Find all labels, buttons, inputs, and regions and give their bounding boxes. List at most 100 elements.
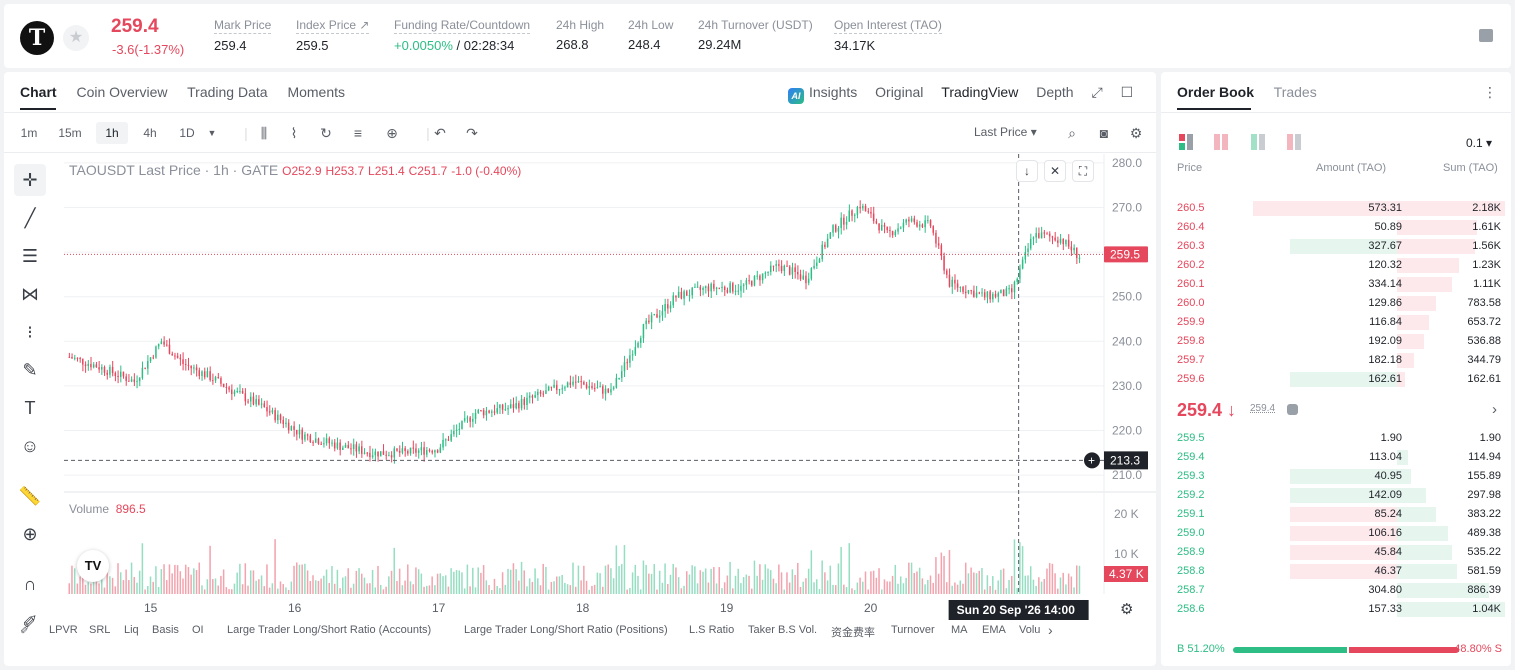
arrow-down-icon[interactable]: ↓ bbox=[1016, 160, 1038, 182]
fib-icon[interactable]: ⁝ bbox=[27, 322, 33, 342]
favorite-star-icon[interactable]: ★ bbox=[63, 25, 89, 51]
brush-icon[interactable]: ✎ bbox=[22, 360, 38, 380]
indicator-srl[interactable]: SRL bbox=[89, 624, 111, 636]
tab-tradingview[interactable]: TradingView bbox=[941, 84, 1019, 100]
funding-rate-stat[interactable]: Funding Rate/Countdown +0.0050% / 02:28:… bbox=[394, 18, 531, 53]
chart-settings-icon[interactable]: ⚙ bbox=[1120, 601, 1134, 618]
bid-row[interactable]: 259.4 113.04 114.94 bbox=[1161, 448, 1511, 467]
candle-type-icon[interactable]: ⫼ bbox=[260, 125, 268, 141]
interval-1d[interactable]: 1D bbox=[179, 126, 195, 140]
ask-row[interactable]: 260.5 573.31 2.18K bbox=[1161, 199, 1511, 218]
indicator-lt-positions[interactable]: Large Trader Long/Short Ratio (Positions… bbox=[464, 624, 668, 636]
candle-body bbox=[948, 274, 951, 287]
tradingview-logo-icon[interactable]: TV bbox=[77, 550, 109, 582]
layout-icon[interactable]: ≡ bbox=[353, 125, 363, 141]
indicator-ma[interactable]: MA bbox=[951, 624, 968, 636]
settings-gear-icon[interactable]: ⚙ bbox=[1129, 125, 1143, 141]
bid-row[interactable]: 258.6 157.33 1.04K bbox=[1161, 600, 1511, 619]
search-icon[interactable]: ⌕ bbox=[1068, 125, 1076, 141]
bid-row[interactable]: 258.9 45.84 535.22 bbox=[1161, 543, 1511, 562]
more-options-icon[interactable]: ⋮ bbox=[1483, 84, 1497, 100]
mark-price-stat[interactable]: Mark Price 259.4 bbox=[214, 18, 272, 53]
price-chart[interactable]: 280.0270.0260.0250.0240.0230.0220.0210.0… bbox=[56, 154, 1156, 624]
chevron-down-icon[interactable]: ▼ bbox=[207, 128, 217, 138]
tick-size-select[interactable]: 0.1 ▾ bbox=[1466, 136, 1493, 150]
bid-row[interactable]: 259.0 106.16 489.38 bbox=[1161, 524, 1511, 543]
bid-row[interactable]: 259.2 142.09 297.98 bbox=[1161, 486, 1511, 505]
view-both-icon[interactable] bbox=[1179, 134, 1195, 150]
ask-row[interactable]: 260.1 334.14 1.11K bbox=[1161, 275, 1511, 294]
trendline-icon[interactable]: ╱ bbox=[24, 208, 36, 228]
view-bids-icon[interactable] bbox=[1251, 134, 1267, 150]
indicator-volume[interactable]: Volu bbox=[1019, 624, 1041, 636]
window-icon[interactable]: ☐ bbox=[1120, 84, 1134, 100]
magnet-icon[interactable]: ∩ bbox=[23, 574, 37, 594]
indicator-funding-rate[interactable]: 资金费率 bbox=[831, 627, 875, 639]
text-tool-icon[interactable]: T bbox=[24, 398, 36, 418]
bid-row[interactable]: 259.3 40.95 155.89 bbox=[1161, 467, 1511, 486]
tab-trades[interactable]: Trades bbox=[1273, 84, 1317, 100]
chevron-right-icon[interactable]: › bbox=[1048, 624, 1053, 638]
tab-original[interactable]: Original bbox=[875, 84, 924, 100]
camera-icon[interactable]: ◙ bbox=[1099, 125, 1109, 141]
bid-row[interactable]: 258.8 46.37 581.59 bbox=[1161, 562, 1511, 581]
book-icon[interactable] bbox=[1479, 29, 1493, 42]
volume-bar bbox=[905, 577, 907, 594]
indicator-oi[interactable]: OI bbox=[192, 624, 204, 636]
interval-4h[interactable]: 4h bbox=[143, 126, 157, 140]
indicator-ls-ratio[interactable]: L.S Ratio bbox=[689, 624, 735, 636]
ask-row[interactable]: 259.6 162.61 162.61 bbox=[1161, 370, 1511, 389]
ask-row[interactable]: 259.9 116.84 653.72 bbox=[1161, 313, 1511, 332]
redo-icon[interactable]: ↷ bbox=[466, 125, 478, 141]
undo-icon[interactable]: ↶ bbox=[434, 125, 446, 141]
view-split-icon[interactable] bbox=[1287, 134, 1303, 150]
ask-row[interactable]: 260.3 327.67 1.56K bbox=[1161, 237, 1511, 256]
pencil-icon[interactable]: ✐ bbox=[20, 625, 30, 637]
tab-depth[interactable]: Depth bbox=[1036, 84, 1074, 100]
interval-1h[interactable]: 1h bbox=[96, 122, 128, 144]
indicator-lt-accounts[interactable]: Large Trader Long/Short Ratio (Accounts) bbox=[227, 624, 432, 636]
add-indicator-icon[interactable]: ⊕ bbox=[386, 125, 398, 141]
chevron-right-icon[interactable]: › bbox=[1492, 401, 1497, 418]
open-interest-stat[interactable]: Open Interest (TAO) 34.17K bbox=[834, 18, 942, 53]
ask-row[interactable]: 260.0 129.86 783.58 bbox=[1161, 294, 1511, 313]
volume-bar bbox=[802, 581, 804, 594]
bid-row[interactable]: 259.5 1.90 1.90 bbox=[1161, 429, 1511, 448]
bid-row[interactable]: 258.7 304.80 886.39 bbox=[1161, 581, 1511, 600]
pattern-icon[interactable]: ⋈ bbox=[21, 284, 39, 304]
bid-row[interactable]: 259.1 85.24 383.22 bbox=[1161, 505, 1511, 524]
price-type-select[interactable]: Last Price ▾ bbox=[974, 125, 1037, 139]
interval-15m[interactable]: 15m bbox=[58, 126, 82, 140]
order-book-panel: Order Book Trades ⋮ 0.1 ▾ Price Amount (… bbox=[1161, 72, 1511, 666]
index-price-stat[interactable]: Index Price ↗ 259.5 bbox=[296, 18, 370, 53]
indicator-basis[interactable]: Basis bbox=[152, 624, 179, 636]
pencil-lock-icon[interactable]: ✐ bbox=[22, 612, 38, 632]
indicator-ema[interactable]: EMA bbox=[982, 624, 1006, 636]
view-asks-icon[interactable] bbox=[1214, 134, 1230, 150]
tab-trading-data[interactable]: Trading Data bbox=[187, 84, 268, 100]
tab-insights[interactable]: AI Insights bbox=[788, 84, 857, 104]
tab-chart[interactable]: Chart bbox=[20, 84, 57, 100]
collapse-icon[interactable]: ✕ bbox=[1044, 160, 1066, 182]
horizontal-lines-icon[interactable]: ☰ bbox=[21, 246, 39, 266]
crosshair-icon[interactable]: ✛ bbox=[14, 164, 46, 196]
emoji-icon[interactable]: ☺ bbox=[20, 436, 40, 456]
indicator-liq[interactable]: Liq bbox=[124, 624, 139, 636]
indicator-lpvr[interactable]: LPVR bbox=[49, 624, 78, 636]
ask-row[interactable]: 260.4 50.89 1.61K bbox=[1161, 218, 1511, 237]
ruler-icon[interactable]: 📏 bbox=[18, 486, 42, 506]
interval-1m[interactable]: 1m bbox=[20, 126, 38, 140]
indicator-icon[interactable]: ⌇ bbox=[290, 125, 298, 141]
replay-icon[interactable]: ↻ bbox=[320, 125, 332, 141]
zoom-in-icon[interactable]: ⊕ bbox=[22, 524, 38, 544]
ask-row[interactable]: 259.8 192.09 536.88 bbox=[1161, 332, 1511, 351]
indicator-turnover[interactable]: Turnover bbox=[891, 624, 935, 636]
fullscreen-icon[interactable]: ⛶ bbox=[1072, 160, 1094, 182]
tab-coin-overview[interactable]: Coin Overview bbox=[76, 84, 168, 100]
ask-row[interactable]: 260.2 120.32 1.23K bbox=[1161, 256, 1511, 275]
expand-icon[interactable]: ⤢ bbox=[1091, 84, 1103, 100]
tab-order-book[interactable]: Order Book bbox=[1177, 84, 1255, 100]
ask-row[interactable]: 259.7 182.18 344.79 bbox=[1161, 351, 1511, 370]
indicator-taker-vol[interactable]: Taker B.S Vol. bbox=[748, 624, 818, 636]
tab-moments[interactable]: Moments bbox=[287, 84, 346, 100]
